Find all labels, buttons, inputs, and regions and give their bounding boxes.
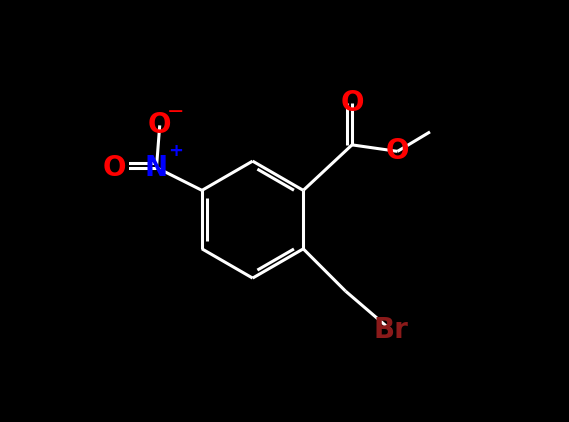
Text: +: +: [168, 142, 183, 160]
Text: O: O: [340, 89, 364, 116]
Text: O: O: [102, 154, 126, 181]
Text: Br: Br: [374, 316, 409, 344]
Text: O: O: [386, 138, 409, 165]
Text: N: N: [145, 154, 168, 181]
Text: −: −: [167, 103, 185, 122]
Text: O: O: [148, 111, 171, 139]
